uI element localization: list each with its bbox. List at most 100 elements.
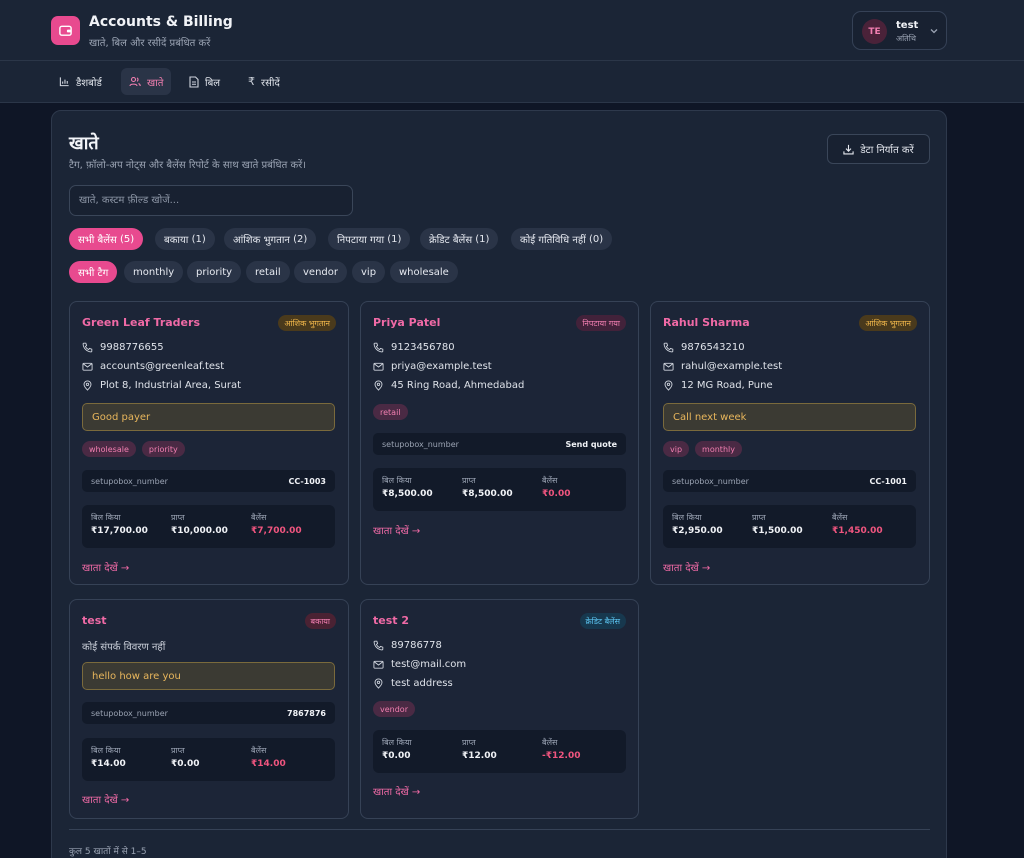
follow-up-note: Good payer [82,403,335,431]
contact-address: 45 Ring Road, Ahmedabad [373,380,524,391]
contact-phone: 9988776655 [82,342,164,353]
contact-address: Plot 8, Industrial Area, Surat [82,380,241,391]
custom-field: setupobox_number CC-1001 [663,470,916,492]
account-card: Priya Patel निपटाया गया 9123456780 priya… [360,301,639,585]
tag: monthly [695,441,742,457]
phone-icon [373,640,384,651]
location-icon [374,380,383,391]
page-title: खाते [69,133,99,154]
filter-all-balances[interactable]: सभी बैलेंस (5) [69,228,144,250]
rupee-icon: ₹ [248,75,255,88]
view-account-link[interactable]: खाता देखें → [82,795,130,806]
app-subtitle: खाते, बिल और रसीदें प्रबंधित करें [89,38,211,49]
nav-label: खाते [147,77,164,89]
balance-amount: ₹1,450.00 [832,526,883,536]
tag-filter-vendor[interactable]: vendor [294,261,347,283]
filter-settled[interactable]: निपटाया गया (1) [328,228,411,250]
status-badge: बकाया [304,613,336,629]
mail-icon [663,362,674,371]
balance-summary: बिल किया ₹14.00 प्राप्त ₹0.00 बैलेंस ₹14.00 [82,738,335,781]
tag-list: vip monthly [663,441,742,457]
billed-amount: ₹2,950.00 [672,526,723,536]
account-name[interactable]: Rahul Sharma [663,316,750,329]
tag-list: wholesale priority [82,441,185,457]
nav-item-accounts[interactable]: खाते [121,68,172,95]
tag-filter-retail[interactable]: retail [246,261,290,283]
account-card: Rahul Sharma आंशिक भुगतान 9876543210 rah… [650,301,930,585]
view-account-link[interactable]: खाता देखें → [82,563,130,574]
contact-phone: 9123456780 [373,342,455,353]
app-title: Accounts & Billing [89,14,233,30]
account-card: test बकाया कोई संपर्क विवरण नहीं hello h… [69,599,349,819]
chevron-down-icon [930,29,938,34]
nav-item-dashboard[interactable]: डैशबोर्ड [51,68,110,95]
user-name: test [896,20,919,31]
status-badge: आंशिक भुगतान [859,315,917,331]
download-icon [843,144,854,154]
tag-filter-priority[interactable]: priority [187,261,242,283]
nav-item-bills[interactable]: बिल [181,68,228,95]
status-badge: आंशिक भुगतान [278,315,336,331]
received-amount: ₹12.00 [462,751,497,761]
follow-up-note: hello how are you [82,662,335,690]
tag-filter-wholesale[interactable]: wholesale [390,261,458,283]
tag-filter-vip[interactable]: vip [352,261,386,283]
accounts-panel: खाते टैग, फ़ॉलो-अप नोट्स और बैलेंस रिपोर… [51,110,947,858]
nav-item-receipts[interactable]: ₹ रसीदें [240,68,288,95]
avatar: TE [862,19,887,44]
filter-credit[interactable]: क्रेडिट बैलेंस (1) [420,228,499,250]
export-label: डेटा निर्यात करें [860,145,914,156]
filter-due[interactable]: बकाया (1) [155,228,215,250]
top-bar: Accounts & Billing खाते, बिल और रसीदें प… [0,0,1024,61]
account-name[interactable]: Green Leaf Traders [82,316,200,329]
document-icon [189,75,199,88]
tag-filter-monthly[interactable]: monthly [124,261,184,283]
custom-field: setupobox_number CC-1003 [82,470,335,492]
balance-summary: बिल किया ₹0.00 प्राप्त ₹12.00 बैलेंस -₹12.0… [373,730,626,773]
location-icon [83,380,92,391]
tag: vip [663,441,690,457]
main-nav: डैशबोर्ड खाते बिल ₹ रसीदें [0,61,1024,103]
billed-amount: ₹8,500.00 [382,489,433,499]
billed-amount: ₹14.00 [91,759,126,769]
balance-summary: बिल किया ₹17,700.00 प्राप्त ₹10,000.00 बैल… [82,505,335,548]
divider [69,829,930,830]
view-account-link[interactable]: खाता देखें → [663,563,711,574]
status-badge: निपटाया गया [576,315,626,331]
custom-field: setupobox_number 7867876 [82,702,335,724]
filter-partial[interactable]: आंशिक भुगतान (2) [224,228,317,250]
export-data-button[interactable]: डेटा निर्यात करें [827,134,930,164]
balance-amount: ₹7,700.00 [251,526,302,536]
balance-summary: बिल किया ₹2,950.00 प्राप्त ₹1,500.00 बैलें… [663,505,916,548]
view-account-link[interactable]: खाता देखें → [373,787,421,798]
billed-amount: ₹0.00 [382,751,411,761]
balance-amount: ₹0.00 [542,489,571,499]
search-input[interactable] [69,185,353,216]
page-subtitle: टैग, फ़ॉलो-अप नोट्स और बैलेंस रिपोर्ट के… [69,160,307,171]
nav-label: डैशबोर्ड [76,77,102,89]
tag-filter-all[interactable]: सभी टैग [69,261,118,283]
contact-phone: 89786778 [373,640,442,651]
account-name[interactable]: test 2 [373,614,410,627]
account-name[interactable]: test [82,614,107,627]
phone-icon [82,342,93,353]
received-amount: ₹0.00 [171,759,200,769]
phone-icon [373,342,384,353]
received-amount: ₹1,500.00 [752,526,803,536]
account-card: test 2 क्रेडिट बैलेंस 89786778 test@mail… [360,599,639,819]
view-account-link[interactable]: खाता देखें → [373,526,421,537]
mail-icon [373,362,384,371]
contact-email: priya@example.test [373,361,492,372]
received-amount: ₹10,000.00 [171,526,228,536]
follow-up-note: Call next week [663,403,916,431]
filter-no-activity[interactable]: कोई गतिविधि नहीं (0) [511,228,613,250]
custom-field: setupobox_number Send quote [373,433,626,455]
mail-icon [82,362,93,371]
tag: vendor [373,701,415,717]
balance-amount: -₹12.00 [542,751,581,761]
account-name[interactable]: Priya Patel [373,316,441,329]
users-icon [129,76,141,87]
contact-address: test address [373,678,453,689]
contact-email: rahul@example.test [663,361,782,372]
user-menu-button[interactable]: TE test अतिथि [852,11,947,50]
